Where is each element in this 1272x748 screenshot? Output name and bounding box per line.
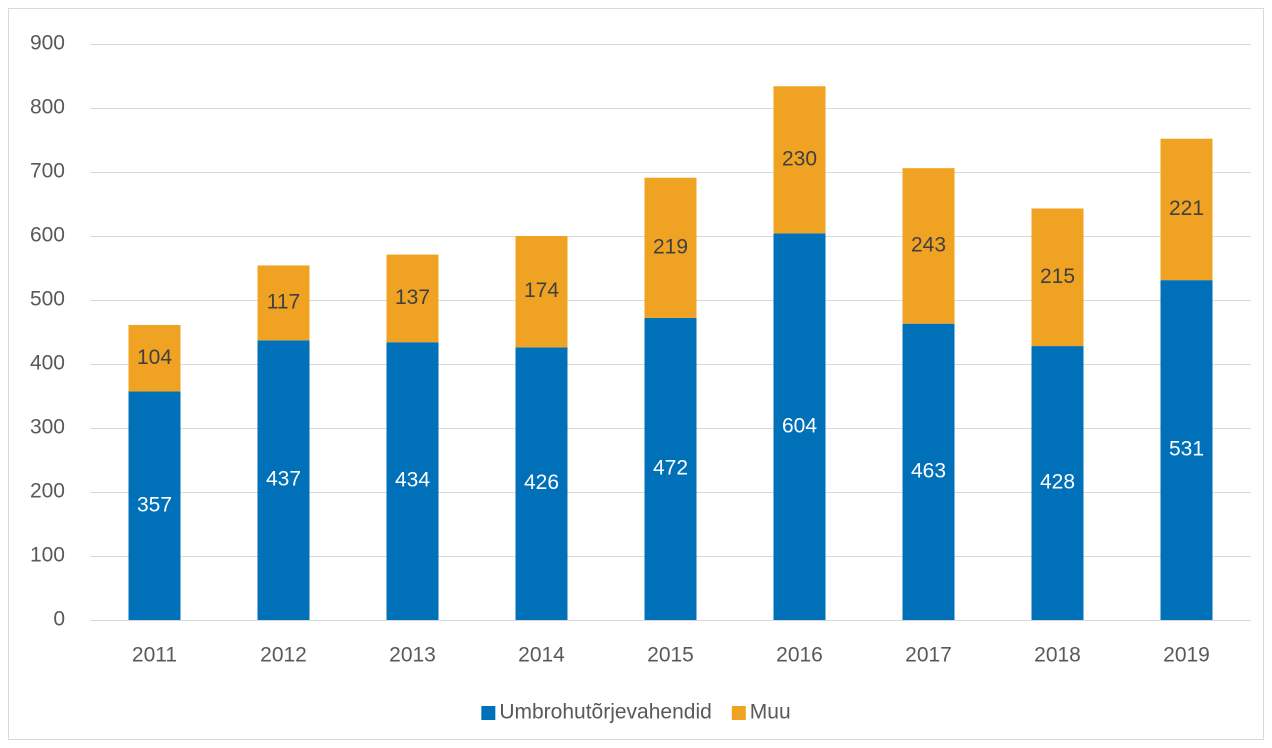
legend-swatch [731, 706, 746, 720]
x-tick-label: 2016 [776, 644, 823, 667]
bar-segment [128, 391, 181, 620]
bar-segment [257, 265, 310, 341]
y-tick-label: 900 [30, 32, 65, 55]
data-label: 357 [137, 493, 172, 516]
y-tick-label: 100 [30, 544, 65, 567]
y-tick-label: 500 [30, 288, 65, 311]
x-tick-label: 2012 [260, 644, 307, 667]
y-tick-label: 600 [30, 224, 65, 247]
bar-segment [128, 324, 181, 392]
data-label: 219 [653, 235, 688, 258]
legend-swatch [481, 706, 496, 720]
data-label: 174 [524, 279, 559, 302]
data-label: 531 [1169, 438, 1204, 461]
bar-segment [773, 233, 826, 620]
x-tick-label: 2015 [647, 644, 694, 667]
legend-label: Muu [750, 701, 791, 724]
bar-segment [644, 177, 697, 318]
bar-segment [902, 168, 955, 324]
data-label: 428 [1040, 471, 1075, 494]
y-tick-label: 200 [30, 480, 65, 503]
bar-segment [644, 317, 697, 620]
bar-segment [1031, 346, 1084, 620]
x-tick-label: 2014 [518, 644, 565, 667]
bar-segment [902, 323, 955, 620]
bar-segment [515, 347, 568, 620]
data-label: 434 [395, 469, 430, 492]
data-label: 243 [911, 233, 946, 256]
y-tick-label: 800 [30, 96, 65, 119]
data-label: 604 [782, 414, 817, 437]
y-tick-label: 700 [30, 160, 65, 183]
data-label: 104 [137, 346, 172, 369]
data-label: 230 [782, 147, 817, 170]
bar-segment [1160, 138, 1213, 281]
data-label: 472 [653, 457, 688, 480]
legend-label: Umbrohutõrjevahendid [499, 701, 711, 724]
bar-segment [386, 254, 439, 343]
data-label: 137 [395, 286, 430, 309]
data-label: 117 [267, 290, 300, 313]
x-tick-label: 2017 [905, 644, 952, 667]
bar-segment [773, 86, 826, 234]
bar-segment [257, 340, 310, 620]
bar-segment [515, 236, 568, 348]
data-label: 463 [911, 459, 946, 482]
data-label: 426 [524, 471, 559, 494]
y-tick-label: 0 [53, 608, 65, 631]
x-tick-label: 2018 [1034, 644, 1081, 667]
y-tick-label: 400 [30, 352, 65, 375]
data-label: 215 [1040, 265, 1075, 288]
data-label: 221 [1169, 197, 1204, 220]
x-tick-label: 2011 [132, 644, 177, 667]
x-tick-label: 2013 [389, 644, 436, 667]
bar-segment [1160, 280, 1213, 620]
data-label: 437 [266, 468, 301, 491]
bar-segment [1031, 208, 1084, 347]
y-tick-label: 300 [30, 416, 65, 439]
x-tick-label: 2019 [1163, 644, 1210, 667]
bar-segment [386, 342, 439, 620]
